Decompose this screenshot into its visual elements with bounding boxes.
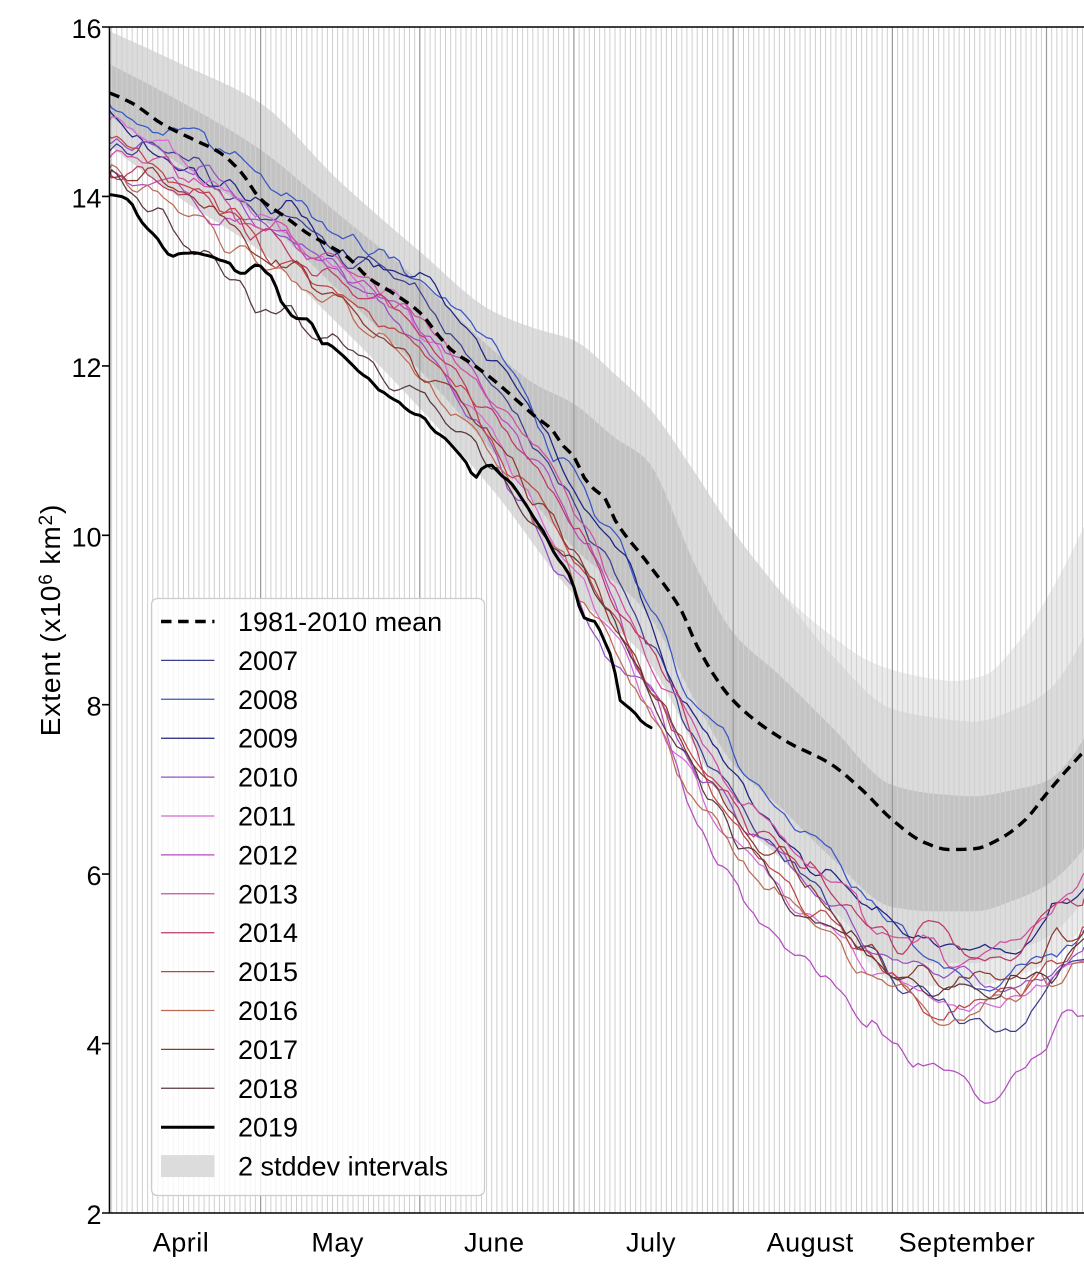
svg-text:August: August [767, 1228, 854, 1258]
svg-text:1981-2010 mean: 1981-2010 mean [238, 607, 442, 637]
svg-text:2017: 2017 [238, 1035, 298, 1065]
svg-text:14: 14 [71, 183, 101, 213]
svg-text:2008: 2008 [238, 685, 298, 715]
svg-text:2016: 2016 [238, 996, 298, 1026]
svg-text:16: 16 [71, 14, 101, 44]
svg-text:4: 4 [86, 1031, 101, 1061]
svg-text:May: May [311, 1228, 364, 1258]
svg-text:2014: 2014 [238, 918, 298, 948]
svg-text:2015: 2015 [238, 957, 298, 987]
svg-text:2018: 2018 [238, 1074, 298, 1104]
svg-text:8: 8 [86, 692, 101, 722]
svg-text:2011: 2011 [238, 802, 296, 832]
svg-text:2009: 2009 [238, 724, 298, 754]
svg-text:September: September [899, 1228, 1036, 1258]
svg-text:2010: 2010 [238, 763, 298, 793]
svg-text:2012: 2012 [238, 840, 298, 870]
svg-text:July: July [626, 1228, 676, 1258]
svg-text:Extent (x106 km2): Extent (x106 km2) [35, 504, 66, 737]
svg-text:June: June [464, 1228, 525, 1258]
svg-text:10: 10 [71, 522, 101, 552]
svg-text:2: 2 [86, 1200, 101, 1230]
svg-text:2013: 2013 [238, 879, 298, 909]
svg-text:April: April [153, 1228, 210, 1258]
svg-text:2019: 2019 [238, 1113, 298, 1143]
svg-text:6: 6 [86, 861, 101, 891]
svg-text:2 stddev intervals: 2 stddev intervals [238, 1152, 448, 1182]
svg-text:2007: 2007 [238, 646, 298, 676]
svg-text:12: 12 [71, 353, 101, 383]
